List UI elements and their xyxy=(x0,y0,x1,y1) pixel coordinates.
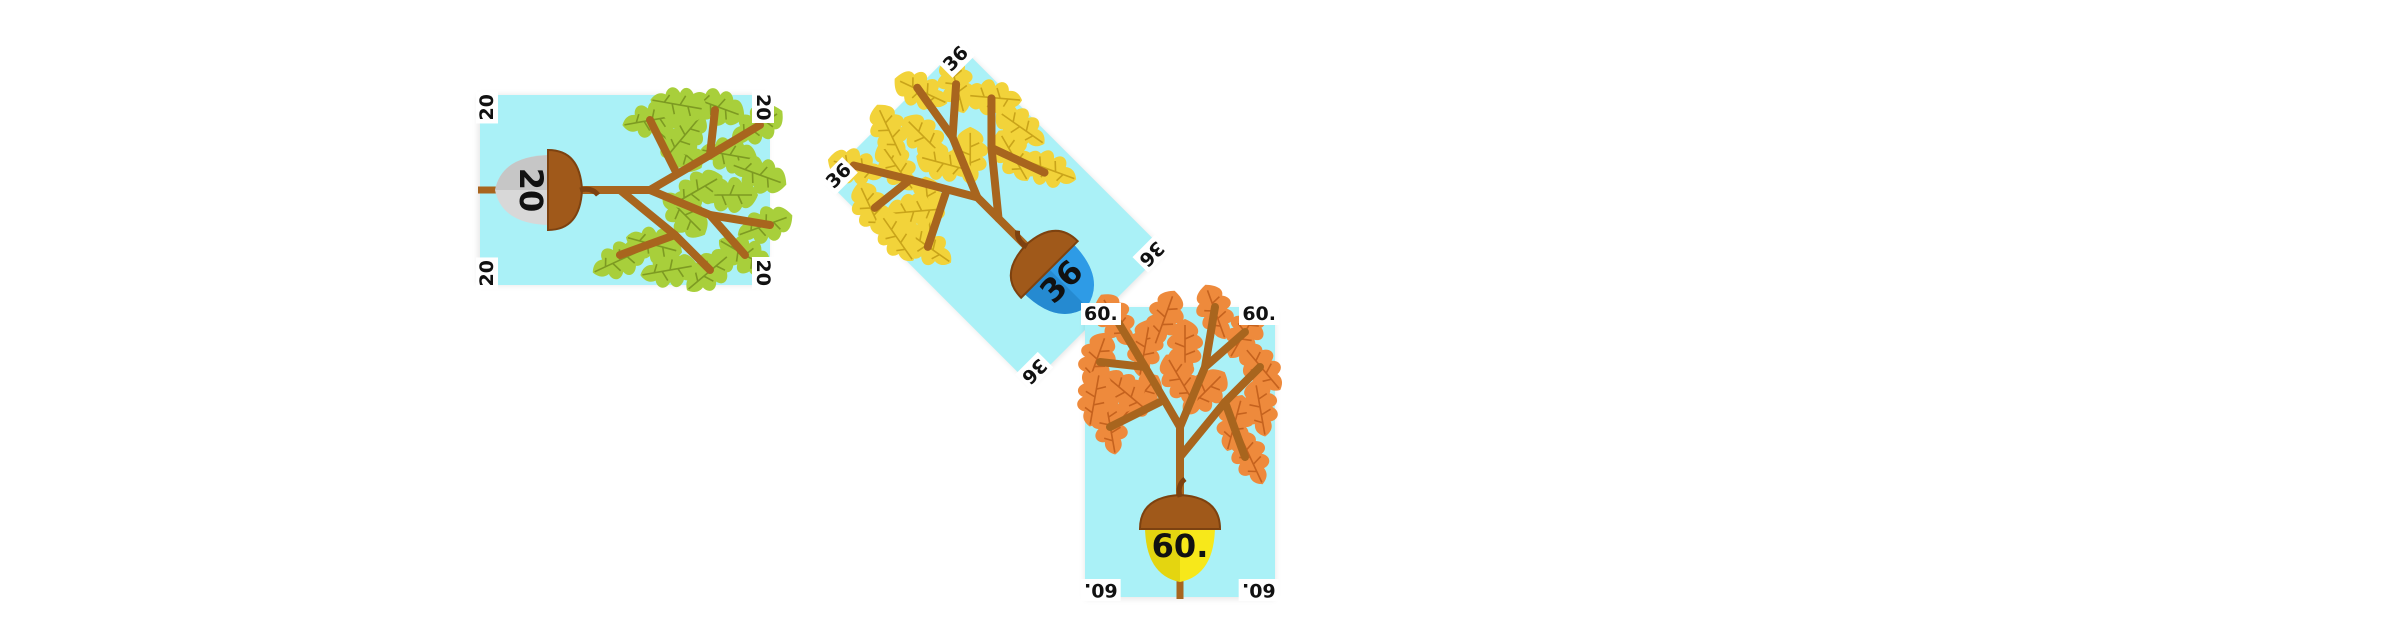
oak-branch xyxy=(706,106,719,159)
oak-leaf xyxy=(1146,290,1184,346)
oak-branch xyxy=(987,143,1049,177)
acorn-number: 60. xyxy=(1152,527,1209,565)
oak-leaf xyxy=(663,111,707,159)
corner-value-bottom-left: 60. xyxy=(1081,579,1121,601)
oak-leaf xyxy=(1077,369,1114,427)
corner-value-bottom-right: 20 xyxy=(476,256,498,289)
oak-branch xyxy=(1096,358,1149,371)
oak-tree-illustration: 60. xyxy=(1077,284,1283,599)
oak-branch xyxy=(1111,313,1184,506)
game-card-60[interactable]: 60. 60. 60. 60. 60. xyxy=(1077,284,1283,601)
oak-branch xyxy=(1106,398,1164,431)
oak-tree-illustration: 36 xyxy=(827,57,1102,322)
oak-leaf xyxy=(1101,370,1149,414)
acorn-token: 36 xyxy=(1009,229,1102,322)
corner-value-top-right: 60. xyxy=(1239,303,1279,325)
corner-value-top-right: 20 xyxy=(752,256,774,289)
game-card-20[interactable]: 20 20 20 20 20 xyxy=(476,87,793,293)
oak-leaf xyxy=(1241,379,1278,437)
oak-leaf xyxy=(869,104,909,158)
acorn-token: 20 xyxy=(478,148,600,232)
oak-branch xyxy=(849,161,1035,255)
oak-branch xyxy=(646,116,679,174)
acorn-token: 60. xyxy=(1138,477,1222,599)
oak-tree-illustration: 20 xyxy=(478,87,793,293)
oak-leaf xyxy=(1021,150,1077,188)
oak-branches xyxy=(1096,303,1264,506)
oak-leaf xyxy=(731,156,787,194)
oak-branches xyxy=(849,80,1049,255)
oak-branch xyxy=(1201,328,1249,371)
oak-branch xyxy=(870,175,915,212)
oak-branches xyxy=(571,106,774,274)
oak-leaf xyxy=(671,169,723,210)
corner-value-bottom-right: 60. xyxy=(1239,579,1279,601)
oak-leaf xyxy=(995,105,1045,147)
oak-branch xyxy=(571,121,764,194)
oak-branch xyxy=(706,211,749,259)
corner-value-top-left: 60. xyxy=(1081,303,1121,325)
oak-leaf xyxy=(650,87,708,124)
corner-value-top-left: 20 xyxy=(752,91,774,124)
oak-leaf xyxy=(640,251,698,288)
oak-branch xyxy=(923,189,950,251)
acorn-number: 20 xyxy=(512,168,550,213)
game-card-36[interactable]: 36 36 36 36 36 xyxy=(819,39,1171,391)
oak-branch xyxy=(1221,398,1249,461)
oak-leaf xyxy=(1159,354,1200,406)
oak-leaf xyxy=(874,212,916,262)
oak-branch xyxy=(948,80,961,142)
oak-branch xyxy=(616,231,679,259)
corner-value-bottom-left: 20 xyxy=(476,91,498,124)
